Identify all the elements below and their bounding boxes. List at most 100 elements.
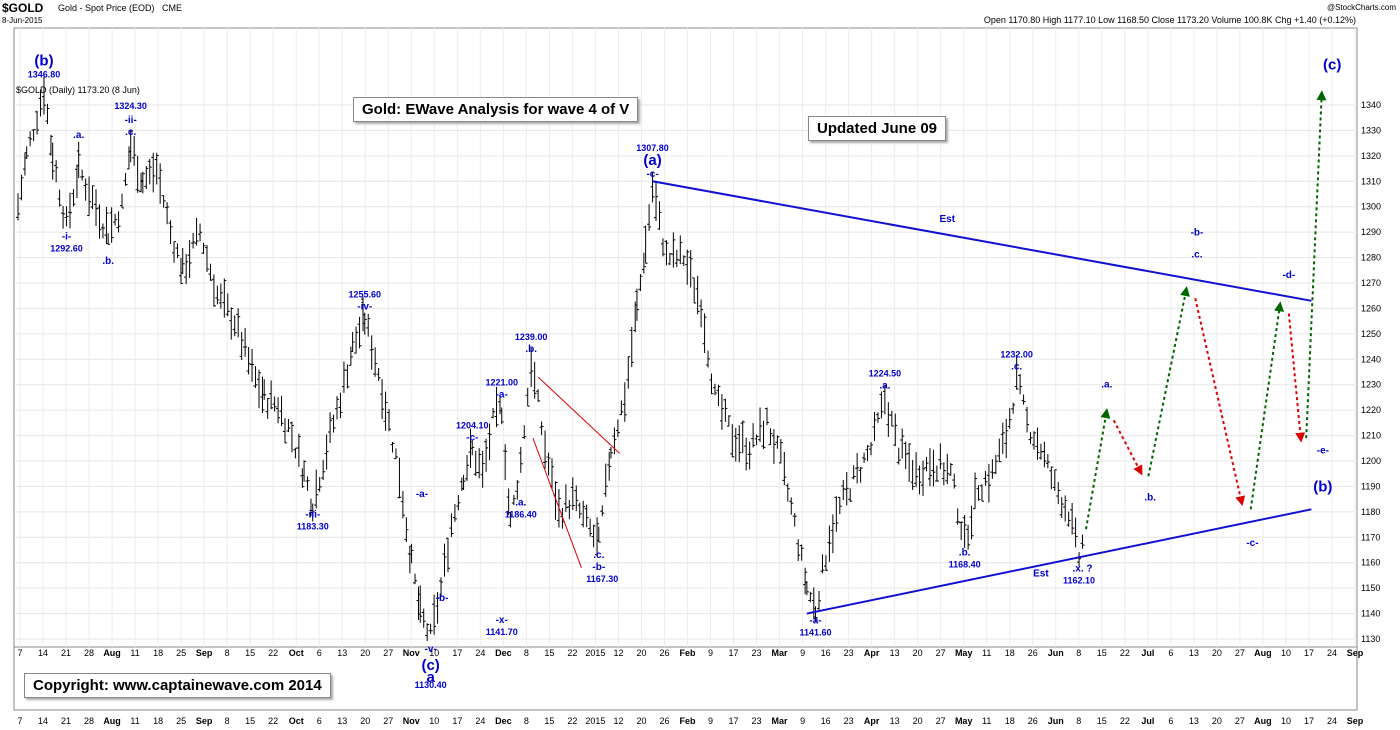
ohlc-bar [425, 623, 430, 642]
ohlc-bar [90, 185, 95, 210]
ohlc-bar [168, 220, 173, 244]
x-tick-label-bottom: Apr [864, 716, 880, 726]
x-tick-label: Jul [1141, 648, 1154, 658]
x-tick-label-bottom: 8 [1076, 716, 1081, 726]
wedge-line [537, 376, 620, 454]
ohlc-bar [68, 192, 73, 229]
ohlc-bar [1007, 408, 1012, 429]
ohlc-bar [286, 418, 291, 433]
ohlc-bar [581, 500, 586, 528]
x-tick-label: 9 [708, 648, 713, 658]
ohlc-bar [969, 505, 974, 540]
ohlc-bar [57, 189, 62, 207]
brand-link[interactable]: @StockCharts.com [1327, 3, 1396, 12]
ohlc-bar [232, 315, 237, 337]
wave-label: a [426, 669, 435, 686]
ohlc-bar [712, 383, 717, 396]
y-tick-label: 1220 [1361, 405, 1381, 415]
ohlc-bar [622, 382, 627, 422]
x-tick-label-bottom: 13 [1189, 716, 1199, 726]
ohlc-bar [465, 455, 470, 481]
ohlc-bar [28, 131, 33, 147]
wave-label: -a- [809, 616, 821, 627]
x-tick-label: 18 [153, 648, 163, 658]
projection-down-arrow [1287, 313, 1306, 443]
ohlc-bar [1052, 469, 1057, 491]
y-tick-label: 1130 [1361, 634, 1380, 644]
wave-label: Est [1033, 569, 1049, 580]
ohlc-bar [239, 332, 244, 361]
ohlc-bar [362, 312, 367, 335]
ohlc-bar [50, 142, 55, 180]
ohlc-bar [782, 451, 787, 486]
series-legend: $GOLD (Daily) 1173.20 (8 Jun) [16, 85, 140, 95]
ohlc-bar [54, 159, 59, 183]
y-tick-label: 1210 [1361, 431, 1381, 441]
ohlc-bar [817, 590, 821, 612]
ohlc-bar [80, 169, 85, 181]
ohlc-bar [730, 424, 735, 458]
ohlc-bar [674, 249, 679, 268]
x-tick-label-bottom: 11 [130, 716, 139, 726]
ohlc-bar [1018, 374, 1023, 395]
ohlc-bar [638, 274, 643, 292]
ohlc-bar [733, 427, 738, 462]
ohlc-bar [172, 241, 177, 263]
ohlc-bar [737, 425, 742, 463]
ohlc-bar [404, 517, 409, 542]
x-tick-label: 12 [613, 648, 623, 658]
ohlc-bar [508, 512, 513, 528]
ohlc-bar [187, 240, 192, 278]
ohlc-bar [650, 172, 655, 203]
ohlc-bar [758, 407, 763, 443]
ohlc-bar [338, 392, 343, 419]
wave-label: .c. [1191, 250, 1202, 261]
wave-label: -c- [646, 169, 658, 180]
ohlc-bar [596, 526, 601, 543]
ohlc-bar [993, 454, 998, 474]
ohlc-bar [997, 438, 1002, 463]
ohlc-bar [165, 202, 170, 225]
ohlc-bar [785, 483, 790, 502]
ohlc-bar [31, 129, 36, 142]
wave-label: .b. [959, 547, 971, 558]
ohlc-bar [917, 465, 922, 495]
ohlc-bar [151, 152, 156, 193]
wave-label: (b) [34, 53, 53, 70]
ohlc-bar [900, 428, 905, 459]
x-tick-label-bottom: 26 [659, 716, 669, 726]
ohlc-bar [518, 446, 523, 473]
x-tick-label-bottom: 20 [360, 716, 370, 726]
wave-label: -c- [1246, 538, 1258, 549]
ohlc-bar [1035, 427, 1040, 460]
x-tick-label: Dec [495, 648, 512, 658]
ohlc-bar [959, 521, 964, 541]
ohlc-bar [789, 497, 794, 515]
ohlc-bar [685, 249, 690, 285]
price-label: 1168.40 [949, 559, 981, 569]
x-tick-label-bottom: 10 [429, 716, 439, 726]
wave-label: .a. [1101, 379, 1112, 390]
description: Gold - Spot Price (EOD) [58, 3, 155, 13]
x-tick-label: Aug [103, 648, 121, 658]
x-tick-label: 14 [38, 648, 48, 658]
ohlc-bar [681, 255, 686, 267]
ohlc-bar [983, 471, 988, 486]
x-tick-label: 10 [429, 648, 439, 658]
x-tick-label-bottom: 15 [544, 716, 554, 726]
ohlc-bar [771, 429, 776, 464]
ohlc-bar [428, 623, 433, 634]
ohlc-bar [1059, 497, 1064, 518]
wave-label: .c. [1011, 362, 1022, 373]
ohlc-bar [952, 473, 957, 489]
price-label: 1221.00 [485, 378, 518, 388]
ohlc-bar [321, 459, 326, 481]
ohlc-bar [473, 450, 478, 476]
price-label: 1224.50 [869, 369, 902, 379]
ohlc-bar [1077, 552, 1082, 567]
x-tick-label-bottom: May [955, 716, 973, 726]
ohlc-bar [335, 396, 340, 420]
y-tick-label: 1150 [1361, 583, 1380, 593]
ohlc-bar [491, 407, 496, 419]
trendlines [532, 180, 1312, 615]
